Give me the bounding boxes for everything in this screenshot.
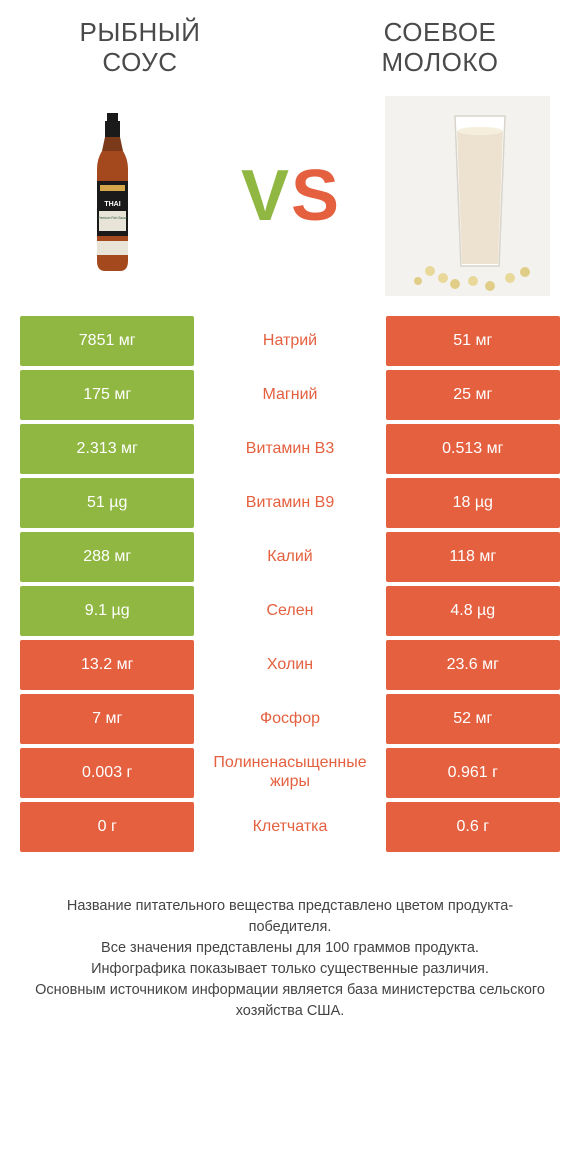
nutrient-label: Холин (196, 640, 383, 690)
right-value-cell: 4.8 µg (386, 586, 560, 636)
nutrient-label: Натрий (196, 316, 383, 366)
nutrient-label: Клетчатка (196, 802, 383, 852)
vs-v-letter: V (241, 155, 289, 237)
table-row: 7 мгФосфор52 мг (20, 694, 560, 744)
left-value-cell: 7 мг (20, 694, 194, 744)
footnote-line: Инфографика показывает только существенн… (28, 959, 552, 980)
right-value-cell: 0.6 г (386, 802, 560, 852)
right-value-cell: 23.6 мг (386, 640, 560, 690)
table-row: 0 гКлетчатка0.6 г (20, 802, 560, 852)
left-product-image: THAI Premium Fish Sauce (30, 96, 195, 296)
right-value-cell: 0.961 г (386, 748, 560, 798)
nutrient-label: Фосфор (196, 694, 383, 744)
nutrient-label: Селен (196, 586, 383, 636)
left-value-cell: 0 г (20, 802, 194, 852)
right-product-title: Соевое Молоко (340, 18, 540, 78)
vs-s-letter: S (291, 155, 339, 237)
left-value-cell: 7851 мг (20, 316, 194, 366)
left-value-cell: 0.003 г (20, 748, 194, 798)
right-value-cell: 18 µg (386, 478, 560, 528)
footnote-line: Все значения представлены для 100 граммо… (28, 938, 552, 959)
left-value-cell: 51 µg (20, 478, 194, 528)
table-row: 7851 мгНатрий51 мг (20, 316, 560, 366)
table-row: 288 мгКалий118 мг (20, 532, 560, 582)
right-value-cell: 51 мг (386, 316, 560, 366)
right-value-cell: 52 мг (386, 694, 560, 744)
table-row: 13.2 мгХолин23.6 мг (20, 640, 560, 690)
fish-sauce-bottle-icon: THAI Premium Fish Sauce (85, 111, 140, 281)
table-row: 9.1 µgСелен4.8 µg (20, 586, 560, 636)
table-row: 175 мгМагний25 мг (20, 370, 560, 420)
svg-text:Premium Fish Sauce: Premium Fish Sauce (98, 216, 128, 220)
footnote-line: Название питательного вещества представл… (28, 896, 552, 938)
footnote-line: Основным источником информации является … (28, 980, 552, 1022)
footnote-block: Название питательного вещества представл… (28, 896, 552, 1022)
left-product-title: Рыбный Соус (40, 18, 240, 78)
right-value-cell: 25 мг (386, 370, 560, 420)
vs-label: VS (241, 155, 339, 237)
headers-row: Рыбный Соус Соевое Молоко (0, 0, 580, 86)
nutrient-label: Магний (196, 370, 383, 420)
table-row: 51 µgВитамин B918 µg (20, 478, 560, 528)
left-value-cell: 9.1 µg (20, 586, 194, 636)
right-product-image (385, 96, 550, 296)
table-row: 2.313 мгВитамин B30.513 мг (20, 424, 560, 474)
nutrient-label: Витамин B3 (196, 424, 383, 474)
table-row: 0.003 гПолиненасыщенные жиры0.961 г (20, 748, 560, 798)
nutrient-label: Калий (196, 532, 383, 582)
images-row: THAI Premium Fish Sauce VS (0, 86, 580, 316)
left-value-cell: 175 мг (20, 370, 194, 420)
right-value-cell: 0.513 мг (386, 424, 560, 474)
nutrient-label: Витамин B9 (196, 478, 383, 528)
right-value-cell: 118 мг (386, 532, 560, 582)
nutrient-label: Полиненасыщенные жиры (196, 748, 383, 798)
comparison-table: 7851 мгНатрий51 мг175 мгМагний25 мг2.313… (20, 316, 560, 856)
left-value-cell: 13.2 мг (20, 640, 194, 690)
soy-milk-glass-icon (385, 96, 550, 296)
left-value-cell: 2.313 мг (20, 424, 194, 474)
left-value-cell: 288 мг (20, 532, 194, 582)
svg-text:THAI: THAI (104, 201, 120, 208)
